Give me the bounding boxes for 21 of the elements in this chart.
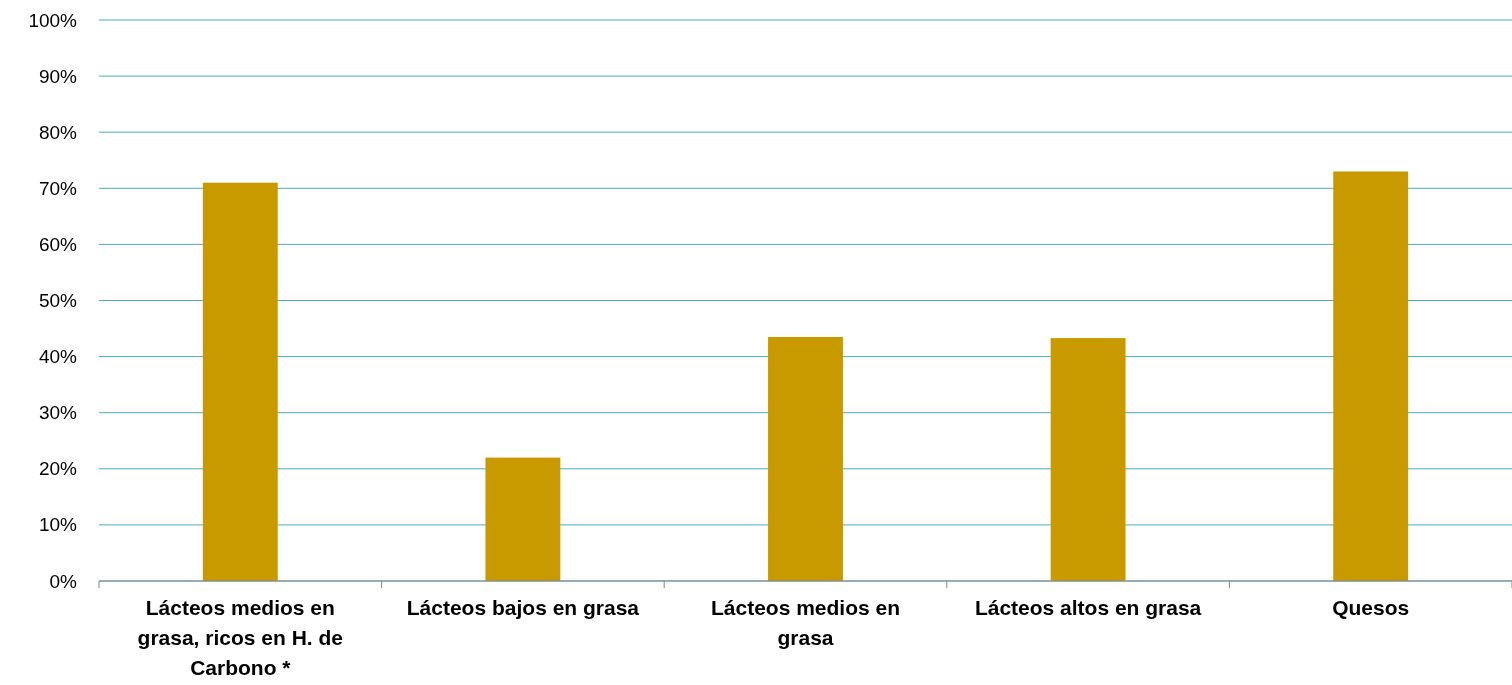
y-tick-label: 40% — [38, 346, 78, 368]
bar — [202, 182, 278, 581]
bar — [768, 336, 843, 581]
x-tick-label: Lácteos altos en grasa — [974, 596, 1202, 619]
x-tick-label: Quesos — [1332, 596, 1410, 619]
y-tick-label: 50% — [38, 290, 78, 312]
x-tick-label: Lácteos bajos en grasa — [406, 596, 640, 619]
y-tick-label: 20% — [38, 458, 78, 480]
y-tick-label: 10% — [38, 514, 78, 536]
y-tick-label: 60% — [38, 233, 78, 255]
bar — [485, 457, 561, 581]
y-tick-label: 70% — [38, 177, 78, 199]
y-tick-label: 30% — [38, 402, 78, 424]
x-tick-label: Lácteos medios en grasa — [710, 596, 901, 649]
y-tick-label: 100% — [28, 9, 78, 31]
y-tick-label: 90% — [38, 65, 78, 87]
y-tick-label: 80% — [38, 121, 78, 143]
x-tick-label: Lácteos medios en grasa, ricos en H. de Carbono * — [137, 596, 344, 679]
bar — [1333, 171, 1409, 581]
y-tick-label: 0% — [49, 570, 78, 592]
bar — [1050, 338, 1126, 581]
